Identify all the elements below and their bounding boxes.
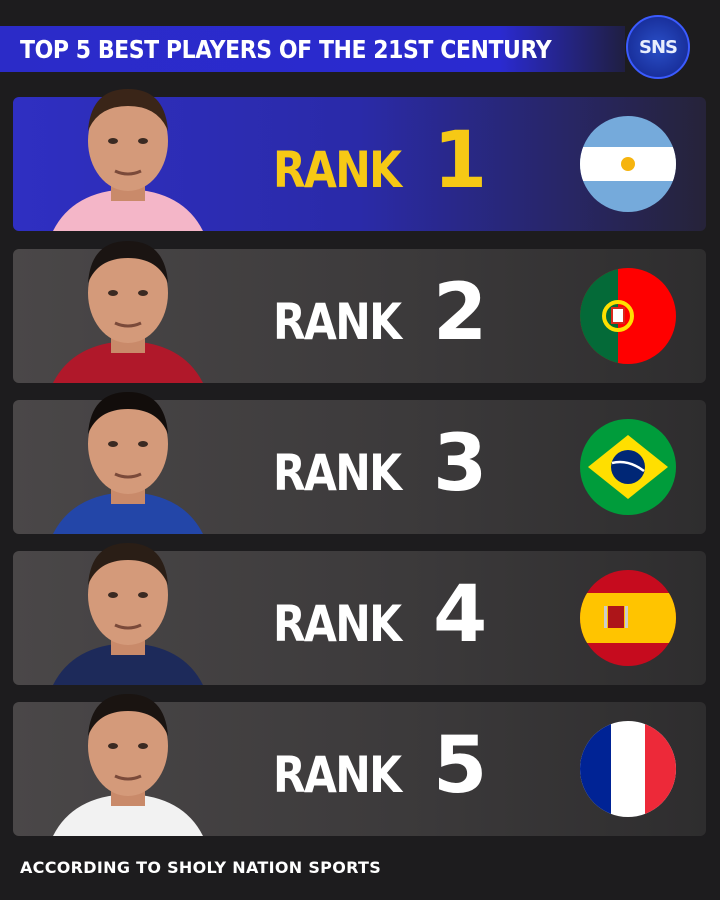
player-photo	[53, 392, 203, 534]
rank-row-3: RANK 3	[13, 392, 706, 534]
rank-number: 1	[433, 116, 488, 206]
page-title: TOP 5 BEST PLAYERS OF THE 21ST CENTURY	[20, 34, 552, 64]
rank-label: RANK 3	[273, 419, 488, 509]
argentina-flag	[580, 116, 676, 212]
rank-row-5: RANK 5	[13, 694, 706, 836]
rank-label: RANK 1	[273, 116, 488, 206]
sns-logo: SNS	[626, 15, 690, 79]
player-photo	[53, 694, 203, 836]
rank-label: RANK 5	[273, 721, 488, 811]
rank-number: 2	[433, 268, 488, 358]
rank-word: RANK	[273, 746, 402, 804]
player-photo	[53, 89, 203, 231]
rank-word: RANK	[273, 595, 402, 653]
player-photo	[53, 543, 203, 685]
portugal-flag	[580, 268, 676, 364]
player-photo	[53, 241, 203, 383]
rank-number: 5	[433, 721, 488, 811]
rank-label: RANK 2	[273, 268, 488, 358]
rank-number: 3	[433, 419, 488, 509]
rank-word: RANK	[273, 444, 402, 502]
france-flag	[580, 721, 676, 817]
rank-row-4: RANK 4	[13, 543, 706, 685]
source-credit: ACCORDING TO SHOLY NATION SPORTS	[20, 858, 382, 877]
rank-number: 4	[433, 570, 488, 660]
brazil-flag	[580, 419, 676, 515]
rank-row-2: RANK 2	[13, 241, 706, 383]
title-banner: TOP 5 BEST PLAYERS OF THE 21ST CENTURY	[0, 26, 625, 72]
spain-flag	[580, 570, 676, 666]
rank-row-1: RANK 1	[13, 89, 706, 231]
rank-label: RANK 4	[273, 570, 488, 660]
rank-word: RANK	[273, 293, 402, 351]
rank-word: RANK	[273, 141, 402, 199]
